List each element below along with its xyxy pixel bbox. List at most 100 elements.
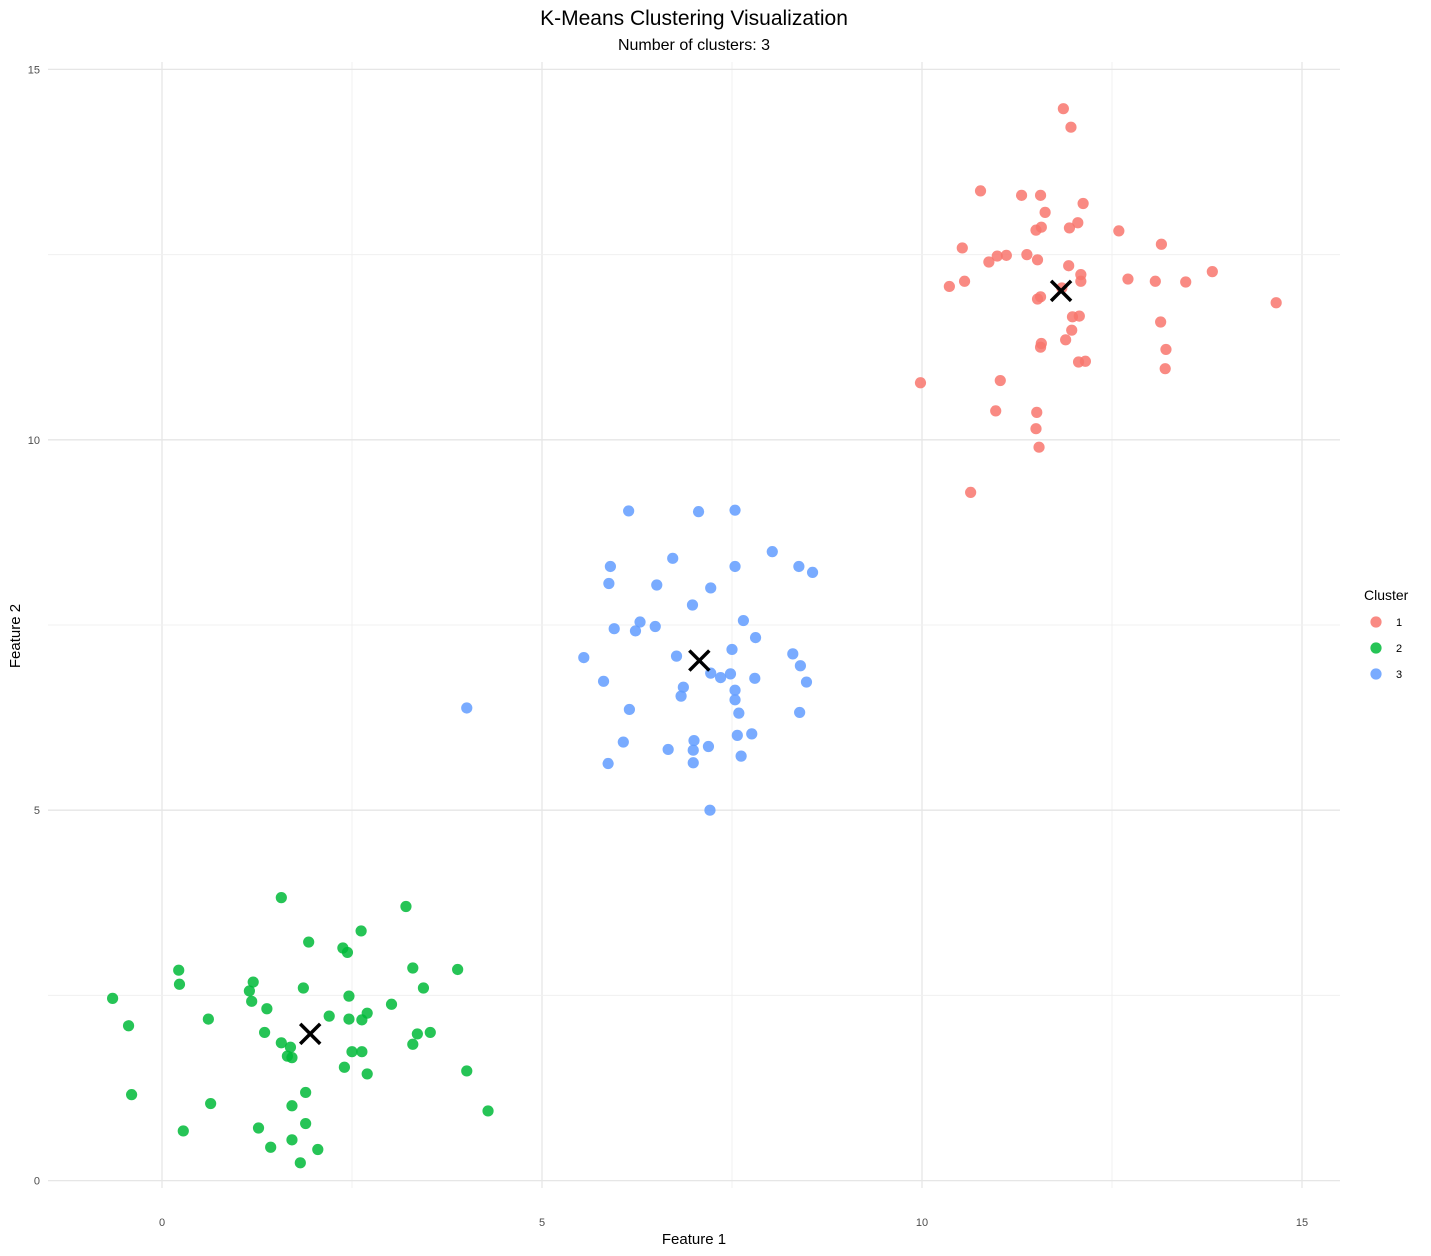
cluster-1-point xyxy=(914,377,927,389)
legend: Cluster 1 2 3 xyxy=(1364,587,1409,681)
cluster-1-point xyxy=(1155,238,1167,250)
cluster-3-point xyxy=(794,660,807,672)
cluster-2-point xyxy=(407,962,419,974)
y-tick-label: 5 xyxy=(34,805,40,817)
cluster-1-point xyxy=(1159,363,1171,375)
cluster-2-point xyxy=(300,1086,312,1099)
cluster-1-point xyxy=(1031,293,1044,305)
cluster-1-point xyxy=(1063,222,1076,234)
cluster-2-point xyxy=(246,995,258,1007)
cluster-2-point xyxy=(173,978,186,990)
cluster-1-point xyxy=(994,374,1006,387)
cluster-2-point xyxy=(177,1125,189,1137)
cluster-2-point xyxy=(417,982,430,994)
cluster-3-point xyxy=(608,623,620,635)
cluster-3-point xyxy=(715,671,727,684)
cluster-1-point xyxy=(983,256,995,268)
cluster-3-point xyxy=(623,505,635,517)
centroids xyxy=(298,279,1073,1046)
cluster-1-point xyxy=(956,242,968,254)
cluster-3-point xyxy=(705,582,717,594)
cluster-1-point xyxy=(1065,121,1077,133)
cluster-1-point xyxy=(1031,406,1043,418)
cluster-1-point xyxy=(1034,189,1047,201)
centroid-marker-3 xyxy=(688,649,711,672)
cluster-3-point xyxy=(649,620,661,633)
cluster-3-point xyxy=(731,729,743,741)
legend-label-3: 3 xyxy=(1396,669,1402,681)
cluster-3-point xyxy=(687,744,699,756)
cluster-3-point xyxy=(729,560,741,573)
cluster-2-point xyxy=(355,925,367,937)
cluster-3-point xyxy=(629,625,642,637)
cluster-3-point xyxy=(749,631,762,644)
cluster-3-point xyxy=(749,672,761,684)
centroid-marker-1 xyxy=(1049,279,1073,303)
cluster-2-point xyxy=(461,1065,473,1077)
cluster-2-point xyxy=(411,1028,423,1040)
cluster-1-point xyxy=(1079,355,1091,367)
cluster-3-point xyxy=(617,736,629,748)
cluster-2-point xyxy=(356,1014,368,1026)
cluster-2-point xyxy=(243,985,255,997)
cluster-2-point xyxy=(252,1122,265,1134)
cluster-1-point xyxy=(1270,297,1282,309)
cluster-2-point xyxy=(261,1003,273,1015)
cluster-2-point xyxy=(482,1105,494,1117)
cluster-3-point xyxy=(603,577,615,590)
cluster-2-point xyxy=(265,1141,277,1153)
cluster-1-point xyxy=(1021,249,1033,261)
cluster-2-point xyxy=(346,1046,358,1058)
chart-subtitle: Number of clusters: 3 xyxy=(618,37,770,54)
cluster-1-point xyxy=(1034,341,1047,353)
cluster-1-point xyxy=(965,486,977,498)
cluster-2-point xyxy=(202,1013,214,1025)
cluster-1-point xyxy=(1077,197,1089,210)
cluster-3-point xyxy=(787,648,799,660)
cluster-2-point xyxy=(407,1038,419,1050)
centroid-stroke xyxy=(688,649,711,672)
cluster-3-point xyxy=(800,676,813,688)
centroid-stroke xyxy=(1049,279,1073,303)
cluster-3-point xyxy=(461,702,473,714)
cluster-3-point xyxy=(687,757,699,769)
cluster-3-point xyxy=(726,643,738,656)
x-tick-label: 10 xyxy=(916,1217,928,1229)
cluster-3-point xyxy=(793,560,805,573)
cluster-2-point xyxy=(297,982,309,994)
cluster-2-point xyxy=(424,1026,436,1039)
centroid-marker-2 xyxy=(298,1022,322,1046)
cluster-3-point xyxy=(686,599,699,611)
cluster-2-point xyxy=(126,1089,138,1101)
cluster-2-point xyxy=(343,990,355,1002)
cluster-2-point xyxy=(205,1097,217,1110)
cluster-2-point xyxy=(323,1010,335,1022)
cluster-2-point xyxy=(259,1026,271,1039)
cluster-1-point xyxy=(958,275,971,287)
data-points xyxy=(107,103,1282,1169)
cluster-2-point xyxy=(385,998,398,1010)
cluster-1-point xyxy=(1073,310,1085,322)
cluster-2-point xyxy=(300,1117,312,1130)
cluster-1-point xyxy=(1033,441,1045,453)
cluster-1-point xyxy=(1039,206,1051,218)
x-tick-label: 15 xyxy=(1296,1217,1308,1229)
cluster-2-point xyxy=(284,1041,297,1053)
cluster-2-point xyxy=(286,1052,298,1064)
chart-title: K-Means Clustering Visualization xyxy=(540,7,848,30)
x-tick-label: 5 xyxy=(539,1217,545,1229)
y-tick-label: 10 xyxy=(28,435,40,447)
cluster-2-point xyxy=(275,1037,287,1049)
cluster-2-point xyxy=(356,1046,368,1058)
cluster-3-point xyxy=(623,703,636,716)
cluster-1-point xyxy=(1072,217,1084,229)
cluster-1-point xyxy=(1066,324,1078,336)
legend-label-1: 1 xyxy=(1396,617,1402,629)
cluster-1-point xyxy=(1113,225,1125,237)
cluster-3-point xyxy=(733,707,745,719)
cluster-3-point xyxy=(724,668,737,680)
cluster-3-point xyxy=(602,757,614,770)
legend-label-2: 2 xyxy=(1396,643,1402,655)
legend-key-3 xyxy=(1370,668,1382,680)
